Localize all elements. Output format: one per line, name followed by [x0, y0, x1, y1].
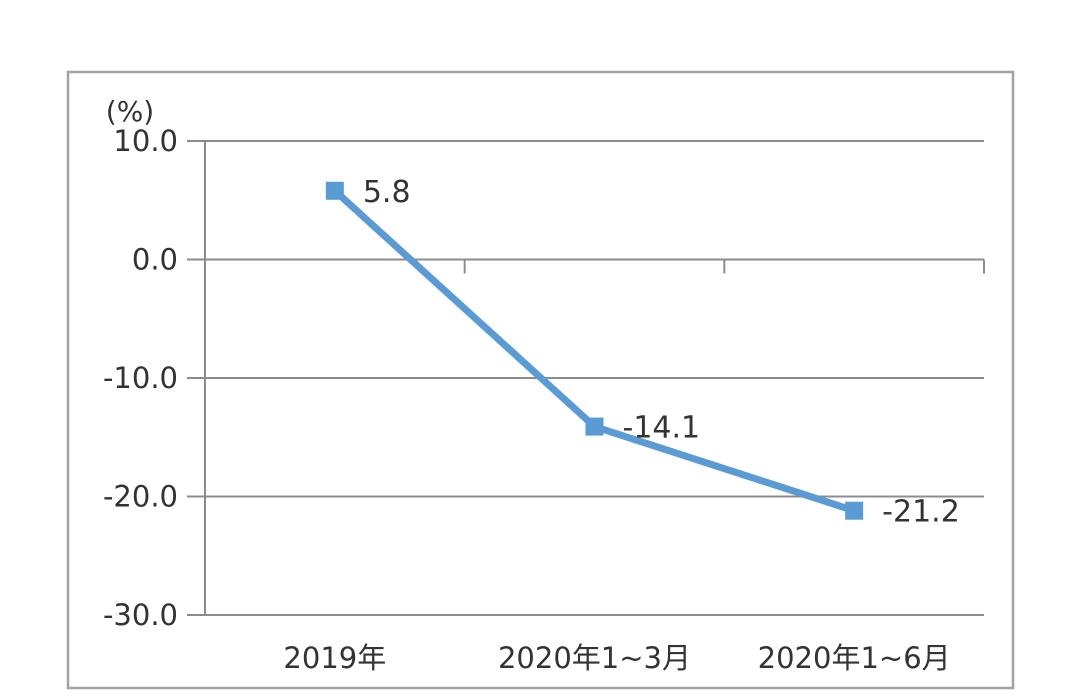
data-point-marker [325, 181, 344, 200]
data-label: -14.1 [623, 411, 701, 446]
axis-ticks [187, 140, 985, 616]
gridlines [205, 140, 984, 616]
x-axis-category-label: 2020年1~3月 [498, 641, 691, 675]
data-point-markers [325, 181, 864, 520]
y-axis-tick-label: -20.0 [103, 480, 178, 514]
data-point-marker [845, 501, 864, 520]
y-axis-tick-label: 10.0 [113, 124, 178, 158]
axis-unit-label: (%) [106, 95, 154, 128]
x-axis-category-label: 2020年1~6月 [758, 641, 951, 675]
data-label: -21.2 [882, 495, 960, 530]
data-label: 5.8 [363, 175, 411, 210]
data-labels: 5.8 -14.1 -21.2 [363, 175, 960, 530]
x-axis-category-label: 2019年 [283, 641, 386, 675]
chart-border [66, 70, 1015, 690]
series-line [332, 188, 856, 515]
data-point-marker [585, 417, 604, 436]
x-axis-category-labels: 2019年 2020年1~3月 2020年1~6月 [283, 641, 950, 675]
y-axis-tick-label: 0.0 [132, 243, 178, 277]
y-axis-tick-labels: 10.0 0.0 -10.0 -20.0 -30.0 [103, 124, 178, 632]
y-axis-tick-label: -10.0 [103, 361, 178, 395]
y-axis-tick-label: -30.0 [103, 598, 178, 632]
